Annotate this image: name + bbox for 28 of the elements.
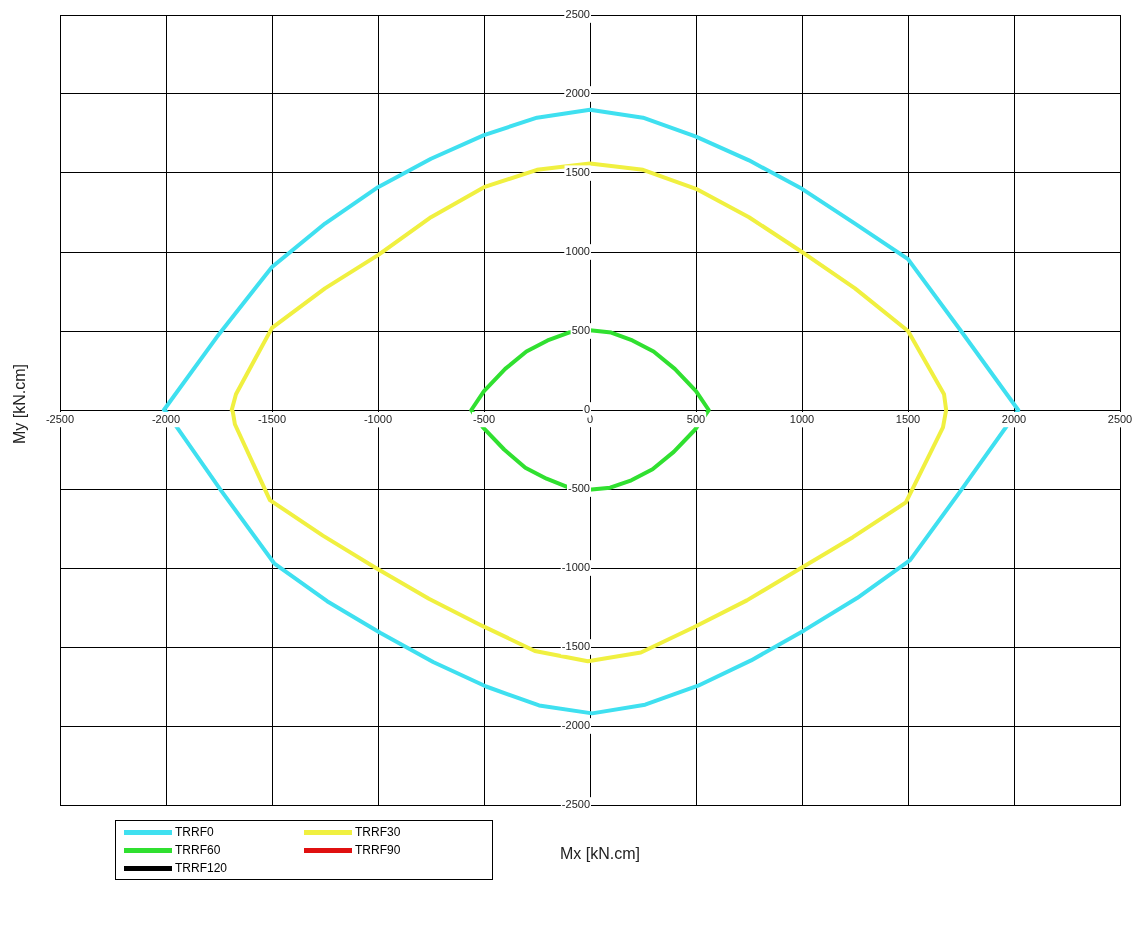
y-tick-label: 2500 (565, 8, 590, 21)
x-tick-label: 2500 (1107, 412, 1133, 425)
x-tick-label: 1000 (789, 412, 815, 425)
x-tick-label: -2000 (151, 412, 181, 425)
x-tick-label: -1500 (257, 412, 287, 425)
y-tick-label: 0 (583, 403, 590, 416)
y-tick-label: -1500 (561, 640, 590, 653)
y-tick-label: -2000 (561, 719, 590, 732)
legend-label: TRRF60 (175, 843, 221, 857)
y-tick-label: -2500 (561, 798, 590, 811)
y-tick-label: -1000 (561, 561, 590, 574)
y-tick-label: 2000 (565, 87, 590, 100)
x-tick-label: 2000 (1001, 412, 1027, 425)
y-axis-title: My [kN.cm] (11, 363, 29, 446)
legend-label: TRRF30 (355, 825, 401, 839)
x-tick-label: 1500 (895, 412, 921, 425)
legend-label: TRRF0 (175, 825, 214, 839)
y-tick-label: 1500 (565, 166, 590, 179)
x-tick-label: -2500 (45, 412, 75, 425)
legend-label: TRRF120 (175, 861, 228, 875)
y-tick-label: -500 (567, 482, 590, 495)
x-tick-label: 500 (686, 412, 706, 425)
legend-label: TRRF90 (355, 843, 401, 857)
y-tick-label: 500 (571, 324, 590, 337)
x-axis-title: Mx [kN.cm] (560, 845, 640, 863)
x-tick-label: -1000 (363, 412, 393, 425)
x-tick-label: -500 (472, 412, 496, 425)
y-tick-label: 1000 (565, 245, 590, 258)
